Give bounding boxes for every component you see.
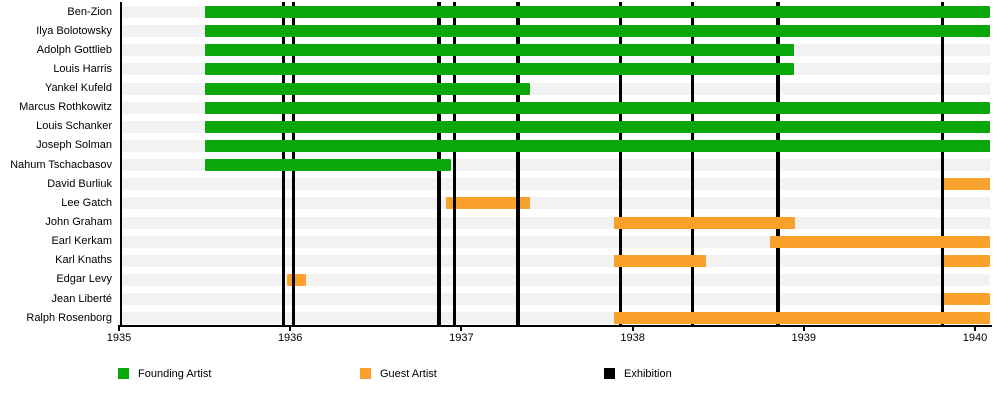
timeline-bar-guest [613,216,796,229]
timeline-bar-guest [769,235,991,248]
artist-label: Karl Knaths [55,254,112,267]
timeline-bar-guest [613,254,707,267]
artist-label: Louis Harris [53,62,112,75]
timeline-bar-guest [613,312,991,325]
artist-label: Adolph Gottlieb [36,43,112,56]
axis-tick [974,325,976,331]
legend: Founding Artist Guest Artist Exhibition [0,361,1000,385]
artist-label: Edgar Levy [56,273,112,286]
row-band [122,293,990,306]
timeline-bar-guest [944,178,991,191]
timeline-bar-founding [204,63,794,76]
artist-label: David Burliuk [47,177,112,190]
founding-artist-swatch-icon [118,368,129,379]
artist-label: Nahum Tschacbasov [10,158,112,171]
timeline-bar-founding [204,139,991,152]
artist-label: Ben-Zion [67,5,112,18]
axis-tick [118,325,120,331]
axis-tick [289,325,292,331]
row-band [122,254,990,267]
timeline-bar-guest [944,254,991,267]
legend-label: Guest Artist [380,367,437,380]
year-label: 1940 [962,332,988,344]
legend-item-guest-artist: Guest Artist [360,367,437,380]
artist-label: Jean Liberté [51,292,112,305]
timeline-bar-founding [204,44,794,57]
exhibition-line [516,2,520,325]
y-axis [119,2,122,325]
artist-label: Yankel Kufeld [44,82,112,95]
artist-label: Louis Schanker [36,120,112,133]
year-label: 1939 [791,332,817,344]
legend-label: Founding Artist [138,367,212,380]
exhibition-line [690,2,695,325]
row-band [122,216,990,229]
legend-item-founding-artist: Founding Artist [118,367,211,380]
axis-tick [802,325,805,331]
exhibition-line [940,2,945,325]
artist-label: Marcus Rothkowitz [19,101,112,114]
year-label: 1938 [620,332,645,344]
year-label: 1936 [277,332,303,344]
timeline-bar-founding [204,101,991,114]
timeline-bar-guest [286,273,306,286]
row-band [122,197,990,210]
row-band [122,273,990,286]
timeline-bar-guest [445,197,530,210]
legend-item-exhibition: Exhibition [604,367,672,380]
timeline-bar-founding [204,25,991,38]
timeline-bar-founding [204,159,452,172]
guest-artist-swatch-icon [360,368,371,379]
artist-label: Ilya Bolotowsky [36,24,112,37]
x-axis [119,325,992,327]
timeline-bar-founding [204,6,991,18]
artist-label: John Graham [45,216,112,229]
timeline-bar-founding [204,82,530,95]
timeline-bar-guest [944,293,991,306]
exhibition-swatch-icon [604,368,615,379]
axis-tick [460,325,463,331]
legend-label: Exhibition [624,367,672,380]
exhibition-line [452,2,457,325]
exhibition-line [776,2,780,325]
artist-label: Earl Kerkam [51,235,112,248]
year-label: 1935 [106,332,132,344]
year-label: 1937 [449,332,474,344]
artist-label: Joseph Solman [36,139,112,152]
axis-tick [631,325,634,331]
row-band [122,178,990,191]
exhibition-line [618,2,623,325]
artist-label: Lee Gatch [61,196,112,209]
timeline-bar-founding [204,120,991,133]
artist-label: Ralph Rosenborg [26,311,112,324]
